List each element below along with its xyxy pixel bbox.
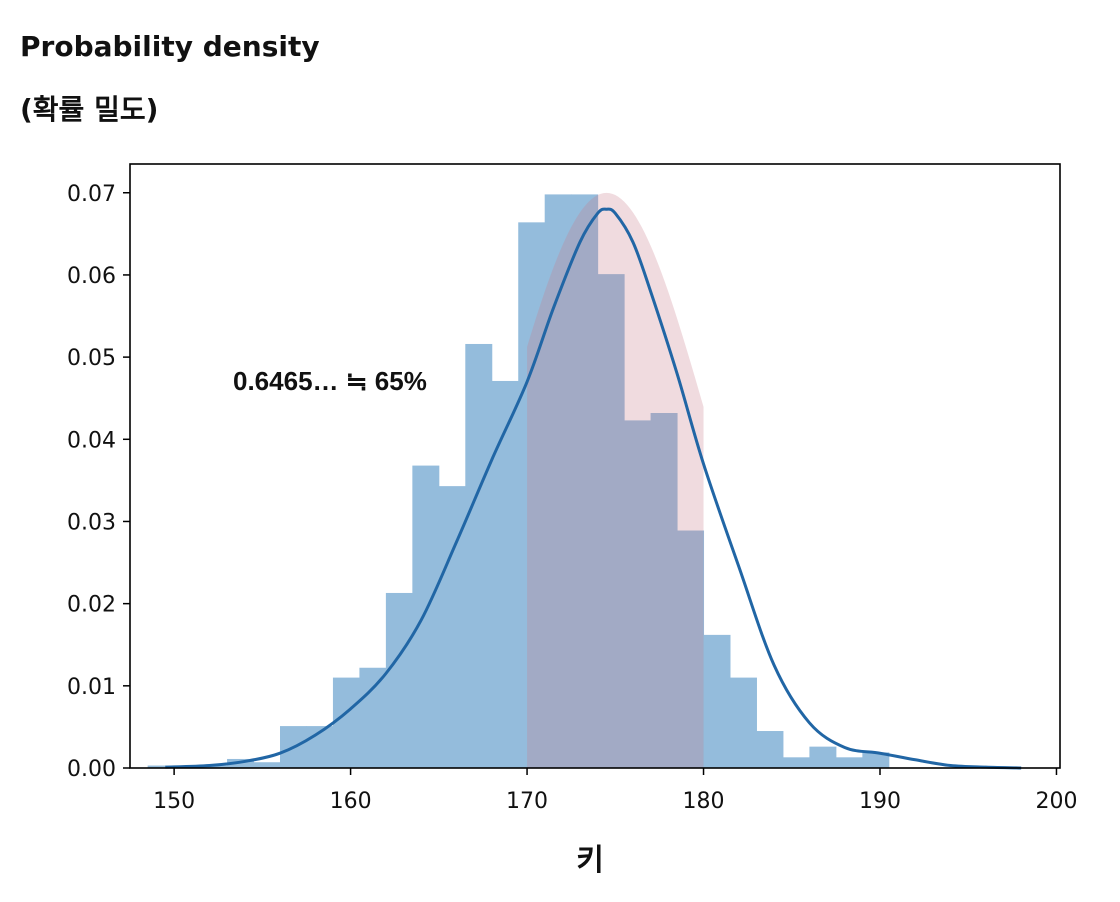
histogram-bar [809,746,837,768]
histogram-bar [491,380,519,768]
y-axis-label-line2: (확률 밀도) [20,93,159,126]
x-axis-label: 키 [576,843,604,878]
histogram-bar [253,762,281,768]
y-tick-label: 0.04 [67,428,116,453]
histogram-bar [703,634,731,768]
histogram-bar [385,592,413,768]
histogram-bar [624,420,652,768]
histogram-bar [544,194,572,768]
x-tick-label: 180 [683,789,725,814]
histogram-bar [730,677,757,768]
kde-line [165,207,1022,770]
histogram-bar [147,765,175,768]
y-tick-label: 0.05 [67,346,116,371]
histogram-bar [650,412,678,768]
x-tick-label: 190 [859,789,901,814]
histogram-bar [571,194,599,768]
kde-curve [165,207,1022,770]
y-tick-label: 0.02 [67,593,116,618]
highlight-area [527,192,704,769]
histogram-bar [862,752,890,768]
annotation-text: 0.6465… ≒ 65% [233,366,427,396]
histogram-bar [465,343,493,768]
axes: 150 160 170 180 190 200 0.00 0.01 0.02 0.03 0.04 0.… [67,163,1077,814]
histogram-bar [835,757,863,768]
y-tick-label: 0.03 [67,510,116,535]
histogram-bar [332,677,360,768]
histogram-bar [782,757,810,768]
histogram-bar [597,274,625,768]
y-tick-label: 0.00 [67,757,116,782]
y-tick-label: 0.01 [67,675,116,700]
x-tick-label: 170 [506,789,548,814]
y-axis-label-line1: Probability density [20,30,320,63]
histogram-bars [147,194,890,768]
y-tick-label: 0.06 [67,264,116,289]
histogram-bar [518,222,546,768]
histogram-bar [756,731,784,768]
highlight-region [527,192,704,769]
histogram-bar [200,765,228,768]
plot-frame [129,163,1061,769]
y-tick-label: 0.07 [67,182,116,207]
histogram-bar [677,530,705,768]
x-tick-label: 160 [330,789,372,814]
x-tick-label: 200 [1035,789,1077,814]
x-tick-label: 150 [153,789,195,814]
histogram-bar [359,667,387,768]
histogram-bar [412,465,440,768]
